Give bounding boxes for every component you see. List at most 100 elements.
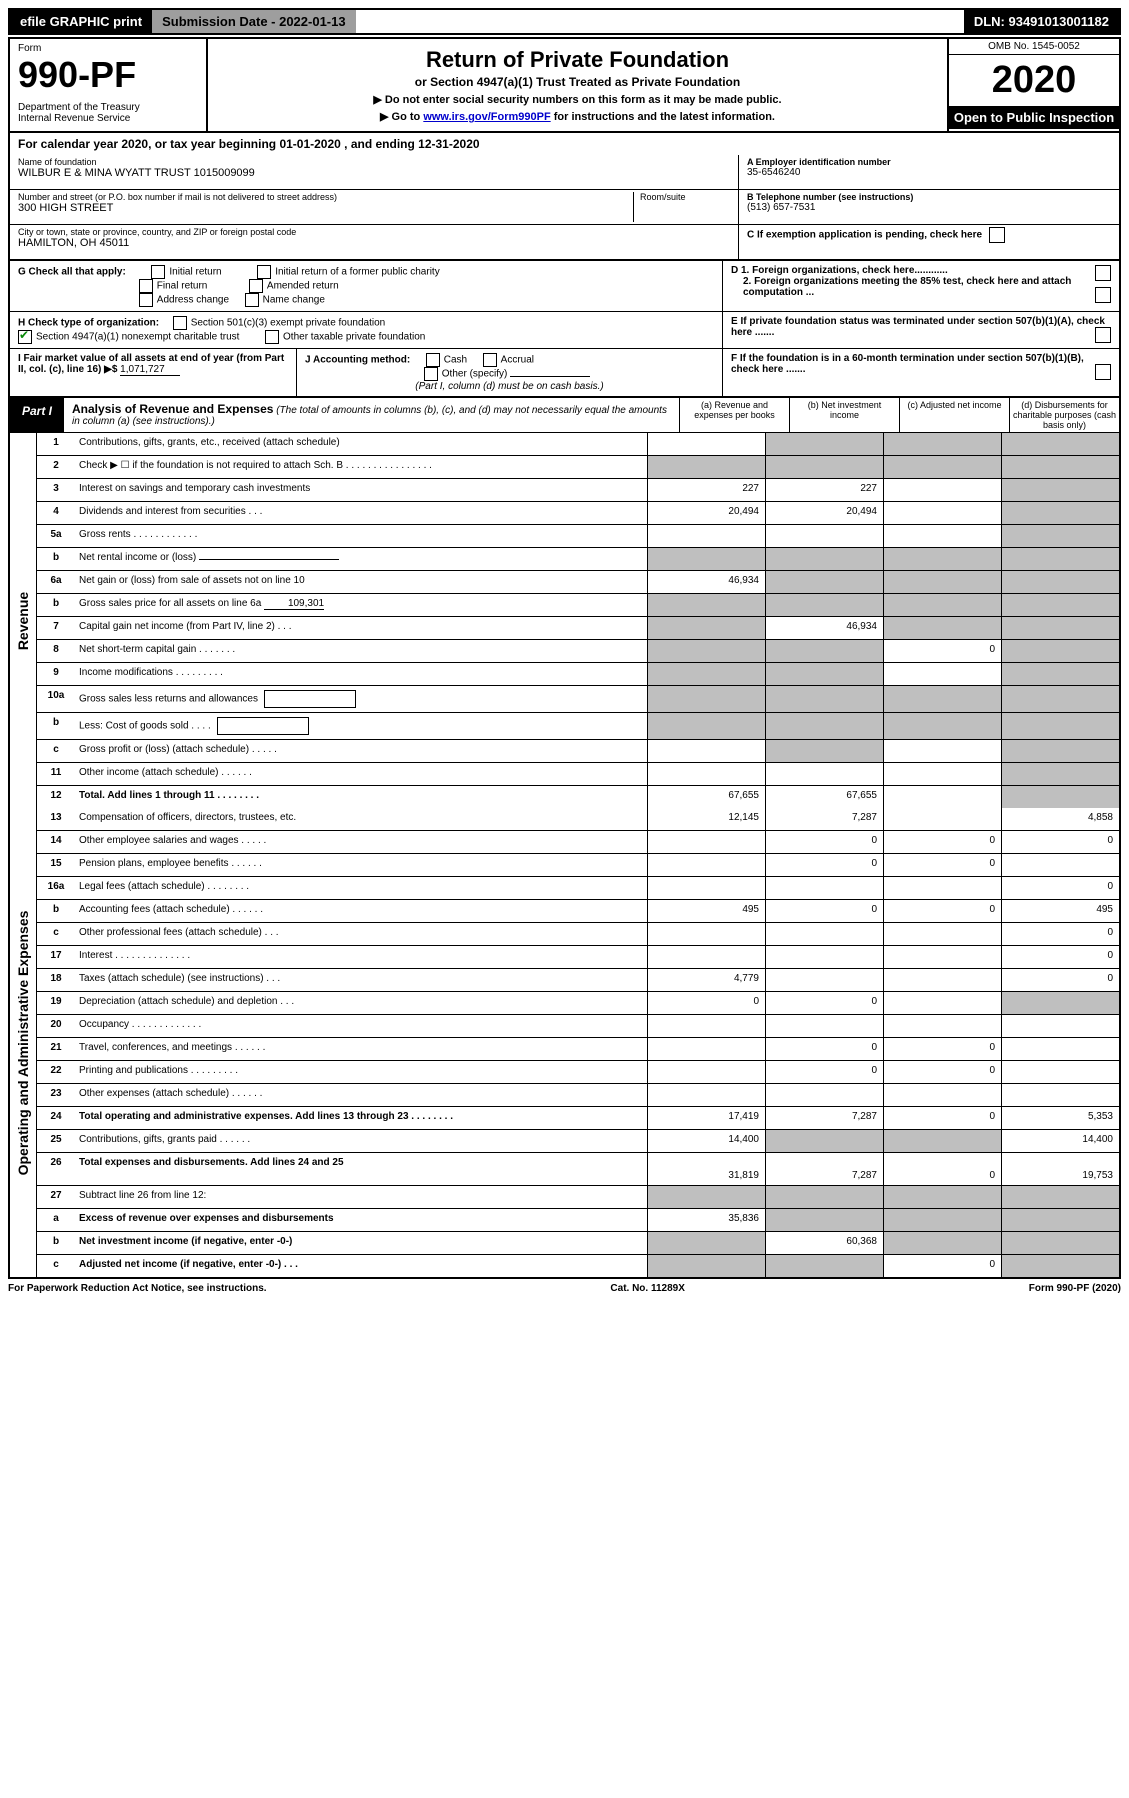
- j-label: J Accounting method:: [305, 355, 410, 366]
- expenses-rows: 13Compensation of officers, directors, t…: [37, 808, 1119, 1277]
- address-row: Number and street (or P.O. box number if…: [10, 190, 738, 225]
- omb-label: OMB No. 1545-0052: [949, 39, 1119, 55]
- tel-value: (513) 657-7531: [747, 202, 1111, 213]
- row-27b: bNet investment income (if negative, ent…: [37, 1232, 1119, 1255]
- row-23: 23Other expenses (attach schedule) . . .…: [37, 1084, 1119, 1107]
- address-value: 300 HIGH STREET: [18, 202, 633, 214]
- j1: Cash: [444, 355, 467, 366]
- row-27: 27Subtract line 26 from line 12:: [37, 1186, 1119, 1209]
- row-19: 19Depreciation (attach schedule) and dep…: [37, 992, 1119, 1015]
- form-title: Return of Private Foundation: [220, 47, 935, 73]
- g-initial-former-checkbox[interactable]: [257, 265, 271, 279]
- row-10a: 10aGross sales less returns and allowanc…: [37, 686, 1119, 713]
- g-name-change-checkbox[interactable]: [245, 293, 259, 307]
- revenue-rows: 1Contributions, gifts, grants, etc., rec…: [37, 433, 1119, 808]
- form-number: 990-PF: [18, 54, 198, 96]
- form-number-box: Form 990-PF Department of the Treasury I…: [10, 39, 208, 131]
- footer-left: For Paperwork Reduction Act Notice, see …: [8, 1283, 267, 1294]
- j-other-value[interactable]: [510, 376, 590, 377]
- expenses-side-label: Operating and Administrative Expenses: [10, 808, 37, 1277]
- g3: Final return: [157, 281, 208, 292]
- col-d-header: (d) Disbursements for charitable purpose…: [1009, 398, 1119, 432]
- h3-checkbox[interactable]: [265, 330, 279, 344]
- j-other-checkbox[interactable]: [424, 367, 438, 381]
- d2-label: 2. Foreign organizations meeting the 85%…: [743, 276, 1071, 298]
- footer-right: Form 990-PF (2020): [1029, 1283, 1121, 1294]
- form-year-box: OMB No. 1545-0052 2020 Open to Public In…: [947, 39, 1119, 131]
- tax-year: 2020: [949, 55, 1119, 106]
- address-label: Number and street (or P.O. box number if…: [18, 192, 633, 202]
- g2: Initial return of a former public charit…: [275, 267, 440, 278]
- d2-checkbox[interactable]: [1095, 287, 1111, 303]
- j-accrual-checkbox[interactable]: [483, 353, 497, 367]
- row-4: 4Dividends and interest from securities …: [37, 502, 1119, 525]
- part1-label: Part I: [10, 398, 64, 432]
- h1: Section 501(c)(3) exempt private foundat…: [191, 318, 386, 329]
- id-left: Name of foundation WILBUR E & MINA WYATT…: [10, 155, 738, 259]
- h2-checkbox[interactable]: [18, 330, 32, 344]
- row-27c: cAdjusted net income (if negative, enter…: [37, 1255, 1119, 1277]
- f-checkbox[interactable]: [1095, 364, 1111, 380]
- efile-print-label[interactable]: efile GRAPHIC print: [10, 10, 152, 33]
- form-note-1: ▶ Do not enter social security numbers o…: [220, 93, 935, 106]
- i-section: I Fair market value of all assets at end…: [10, 349, 297, 396]
- revenue-section: Revenue 1Contributions, gifts, grants, e…: [8, 433, 1121, 808]
- calendar-year-line: For calendar year 2020, or tax year begi…: [8, 133, 1121, 155]
- revenue-side-label: Revenue: [10, 433, 37, 808]
- c-checkbox[interactable]: [989, 227, 1005, 243]
- g-initial-return-checkbox[interactable]: [151, 265, 165, 279]
- f-label: F If the foundation is in a 60-month ter…: [731, 353, 1084, 375]
- row-13: 13Compensation of officers, directors, t…: [37, 808, 1119, 831]
- g-address-change-checkbox[interactable]: [139, 293, 153, 307]
- form-note-2: ▶ Go to www.irs.gov/Form990PF for instru…: [220, 110, 935, 123]
- fmv-value: 1,071,727: [120, 364, 180, 376]
- row-16c: cOther professional fees (attach schedul…: [37, 923, 1119, 946]
- h-label: H Check type of organization:: [18, 318, 159, 329]
- row-24: 24Total operating and administrative exp…: [37, 1107, 1119, 1130]
- h1-checkbox[interactable]: [173, 316, 187, 330]
- e-section: E If private foundation status was termi…: [722, 312, 1119, 348]
- row-6b: bGross sales price for all assets on lin…: [37, 594, 1119, 617]
- row-14: 14Other employee salaries and wages . . …: [37, 831, 1119, 854]
- row-6a: 6aNet gain or (loss) from sale of assets…: [37, 571, 1119, 594]
- d-section: D 1. Foreign organizations, check here..…: [722, 261, 1119, 311]
- row-g-d: G Check all that apply: Initial return I…: [10, 261, 1119, 312]
- row-10b: bLess: Cost of goods sold . . . .: [37, 713, 1119, 740]
- j-note: (Part I, column (d) must be on cash basi…: [305, 381, 714, 392]
- part1-title: Analysis of Revenue and Expenses: [72, 402, 273, 416]
- h3: Other taxable private foundation: [283, 332, 425, 343]
- form-title-box: Return of Private Foundation or Section …: [208, 39, 947, 131]
- name-label: Name of foundation: [18, 157, 730, 167]
- exemption-pending-row: C If exemption application is pending, c…: [739, 225, 1119, 259]
- g6: Name change: [263, 295, 325, 306]
- e-label: E If private foundation status was termi…: [731, 316, 1105, 338]
- dln-label: DLN: 93491013001182: [964, 10, 1119, 33]
- row-8: 8Net short-term capital gain . . . . . .…: [37, 640, 1119, 663]
- row-7: 7Capital gain net income (from Part IV, …: [37, 617, 1119, 640]
- identification-block: Name of foundation WILBUR E & MINA WYATT…: [8, 155, 1121, 261]
- submission-date: Submission Date - 2022-01-13: [152, 10, 356, 33]
- e-checkbox[interactable]: [1095, 327, 1111, 343]
- form-label: Form: [18, 43, 198, 54]
- g-final-return-checkbox[interactable]: [139, 279, 153, 293]
- form-link[interactable]: www.irs.gov/Form990PF: [423, 111, 550, 123]
- j2: Accrual: [501, 355, 534, 366]
- row-1: 1Contributions, gifts, grants, etc., rec…: [37, 433, 1119, 456]
- d1-checkbox[interactable]: [1095, 265, 1111, 281]
- footer-mid: Cat. No. 11289X: [267, 1283, 1029, 1294]
- id-right: A Employer identification number 35-6546…: [738, 155, 1119, 259]
- row-15: 15Pension plans, employee benefits . . .…: [37, 854, 1119, 877]
- j-cash-checkbox[interactable]: [426, 353, 440, 367]
- row-16a: 16aLegal fees (attach schedule) . . . . …: [37, 877, 1119, 900]
- row-11: 11Other income (attach schedule) . . . .…: [37, 763, 1119, 786]
- g-amended-checkbox[interactable]: [249, 279, 263, 293]
- g-section: G Check all that apply: Initial return I…: [10, 261, 722, 311]
- part1-title-box: Analysis of Revenue and Expenses (The to…: [64, 398, 679, 432]
- city-row: City or town, state or province, country…: [10, 225, 738, 259]
- form-subtitle: or Section 4947(a)(1) Trust Treated as P…: [220, 75, 935, 89]
- h2: Section 4947(a)(1) nonexempt charitable …: [36, 332, 239, 343]
- row-5a: 5aGross rents . . . . . . . . . . . .: [37, 525, 1119, 548]
- open-inspection: Open to Public Inspection: [949, 106, 1119, 129]
- row-26: 26Total expenses and disbursements. Add …: [37, 1153, 1119, 1186]
- revenue-text: Revenue: [15, 591, 31, 649]
